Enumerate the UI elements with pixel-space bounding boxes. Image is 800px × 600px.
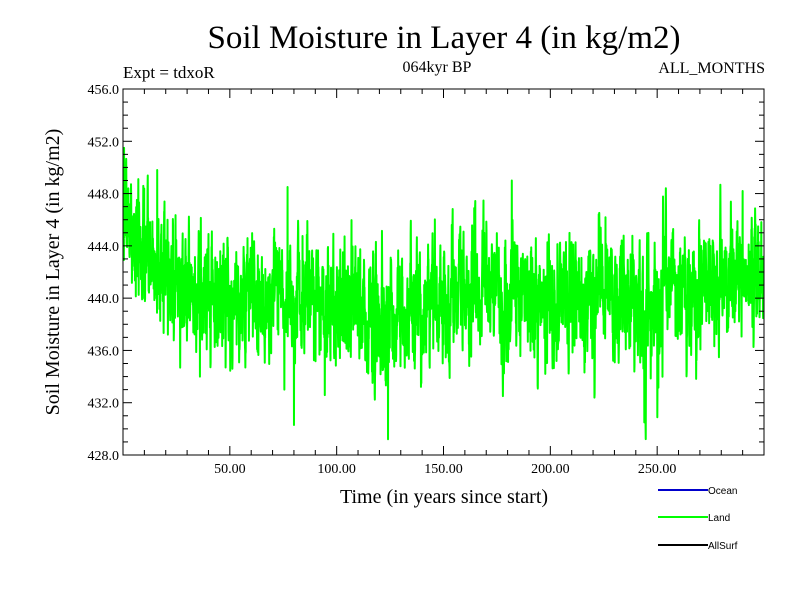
series-land-line: [123, 146, 764, 441]
y-tick-label: 452.0: [88, 135, 120, 150]
y-tick-label: 456.0: [88, 83, 120, 98]
x-tick-label: 50.00: [214, 462, 246, 477]
ticks-layer: 50.00 100.00 150.00 200.00 250.00 428.0 432.0 4…: [88, 83, 764, 477]
y-axis-label: Soil Moisture in Layer 4 (in kg/m2): [42, 129, 64, 416]
y-tick-label: 440.0: [88, 292, 120, 307]
y-tick-label: 448.0: [88, 188, 120, 203]
x-tick-label: 250.00: [638, 462, 677, 477]
x-axis-label: Time (in years since start): [340, 486, 548, 508]
legend: Ocean Land AllSurf: [658, 486, 738, 552]
period-label: ALL_MONTHS: [658, 60, 765, 77]
chart-subtitle: 064kyr BP: [403, 59, 472, 76]
experiment-label: Expt = tdxoR: [123, 63, 215, 82]
legend-allsurf-label: AllSurf: [708, 541, 738, 552]
y-tick-label: 436.0: [88, 344, 120, 359]
legend-land-label: Land: [708, 513, 730, 524]
y-tick-label: 444.0: [88, 240, 120, 255]
chart-title: Soil Moisture in Layer 4 (in kg/m2): [208, 20, 681, 56]
series-layer: [123, 146, 764, 441]
legend-ocean-label: Ocean: [708, 486, 737, 497]
x-tick-label: 100.00: [317, 462, 356, 477]
x-tick-label: 200.00: [531, 462, 570, 477]
y-tick-label: 432.0: [88, 397, 120, 412]
y-tick-label: 428.0: [88, 449, 120, 464]
x-tick-label: 150.00: [424, 462, 463, 477]
